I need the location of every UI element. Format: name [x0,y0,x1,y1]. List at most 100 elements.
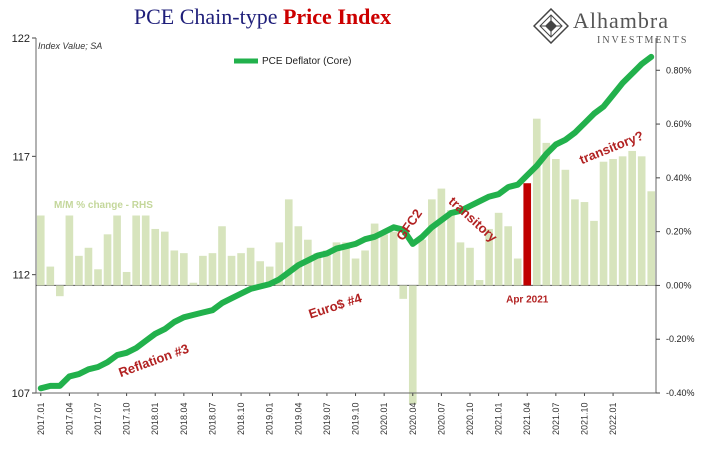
mm-change-bar [399,285,408,299]
mm-change-bar [342,242,350,286]
mm-change-bar [323,250,331,286]
mm-change-bar [475,280,484,286]
logo-name: Alhambra [573,8,669,33]
mm-change-bar [637,156,646,286]
mm-change-bar [571,199,579,286]
left-tick-label: 107 [12,388,30,400]
x-tick-label: 2022.01 [608,402,618,435]
mm-change-bar [361,250,369,286]
x-tick-label: 2017.07 [93,402,103,435]
x-tick-label: 2021.10 [579,402,589,435]
mm-change-bar [94,269,102,286]
x-tick-label: 2017.01 [36,402,46,435]
mm-change-bar [132,215,140,286]
right-tick-label: -0.40% [666,388,695,398]
mm-change-bar [561,169,570,286]
title-prefix: PCE Chain-type [133,4,283,29]
mm-change-bar [237,253,245,286]
x-tick-label: 2018.04 [179,402,189,435]
right-tick-label: 0.60% [666,119,692,129]
mm-change-bar [466,247,474,286]
mm-change-bar [513,258,522,286]
x-tick-label: 2018.10 [236,402,246,435]
x-tick-label: 2018.07 [207,402,217,435]
right-tick-label: 0.20% [666,227,692,237]
mm-change-bar [46,266,55,286]
mm-change-bar [580,202,589,286]
chart-title: PCE Chain-type Price Index [0,4,525,30]
mm-change-bar [84,247,93,286]
mm-change-bar [542,142,551,286]
mm-change-bar [428,199,436,286]
highlight-bar [523,183,532,286]
title-highlight: Price Index [282,4,392,29]
logo-tagline: INVESTMENTS [597,35,689,46]
logo-diamond-icon [533,8,569,44]
mm-change-bar [370,223,379,286]
mm-change-bar [218,226,226,286]
mm-change-bar [103,234,112,286]
mm-change-bar [189,282,198,286]
x-tick-label: 2019.04 [293,402,303,435]
mm-change-bar [256,261,264,286]
left-tick-label: 112 [12,270,30,282]
x-tick-label: 2021.07 [551,402,561,435]
mm-change-bar [380,234,388,286]
x-tick-label: 2017.10 [122,402,132,435]
mm-change-bar [313,253,322,286]
annotation-label: Euro$ #4 [307,290,365,321]
mm-change-bar [418,239,427,286]
mm-change-bar [65,215,74,286]
mm-change-bar [590,220,598,286]
annotation-label: Reflation #3 [117,341,191,380]
x-tick-label: 2021.04 [522,402,532,435]
brand-logo: Alhambra INVESTMENTS [533,8,703,46]
mm-change-bar [628,150,636,286]
mm-change-bar [494,212,503,286]
mm-change-bar [504,226,512,286]
mm-change-bar [199,255,207,286]
right-tick-label: -0.20% [666,334,695,344]
mm-change-bar [456,242,465,286]
mm-change-bar [180,253,188,286]
right-tick-label: 0.40% [666,173,692,183]
mm-change-bar [447,210,455,286]
mm-change-bar [141,215,150,286]
mm-change-bar [351,258,360,286]
x-tick-label: 2020.01 [379,402,389,435]
mm-change-bar [284,199,293,286]
mm-change-bar [609,159,617,286]
mm-change-bar [275,242,284,286]
x-tick-label: 2018.01 [150,402,160,435]
mm-change-bar [75,255,83,286]
x-tick-label: 2019.01 [265,402,275,435]
x-tick-label: 2020.04 [408,402,418,435]
x-tick-label: 2019.07 [322,402,332,435]
x-tick-label: 2020.07 [436,402,446,435]
x-tick-label: 2021.01 [494,402,504,435]
mm-change-bar [332,242,341,286]
legend-label: PCE Deflator (Core) [262,56,351,67]
mm-change-bar [246,247,255,286]
mm-change-bar [408,285,417,404]
right-tick-label: 0.80% [666,65,692,75]
bar-series-label: M/M % change - RHS [54,200,153,211]
mm-change-bar [437,188,446,286]
mm-change-bar [170,250,179,286]
mm-change-bar [552,159,560,286]
mm-change-bar [618,156,627,286]
x-tick-label: 2017.04 [64,402,74,435]
mm-change-bar [208,253,217,286]
mm-change-bar [265,266,274,286]
pce-deflator-line [37,53,655,392]
mm-change-bar [599,161,608,286]
mm-change-bar [122,271,131,286]
x-tick-label: 2019.10 [351,402,361,435]
left-axis-label: Index Value; SA [38,41,102,51]
mm-change-bar [113,215,121,286]
mm-change-bar [36,215,45,286]
highlight-label: Apr 2021 [506,294,549,305]
mm-change-bar [389,231,398,286]
mm-change-bar [647,191,656,286]
mm-change-bar [56,285,64,297]
